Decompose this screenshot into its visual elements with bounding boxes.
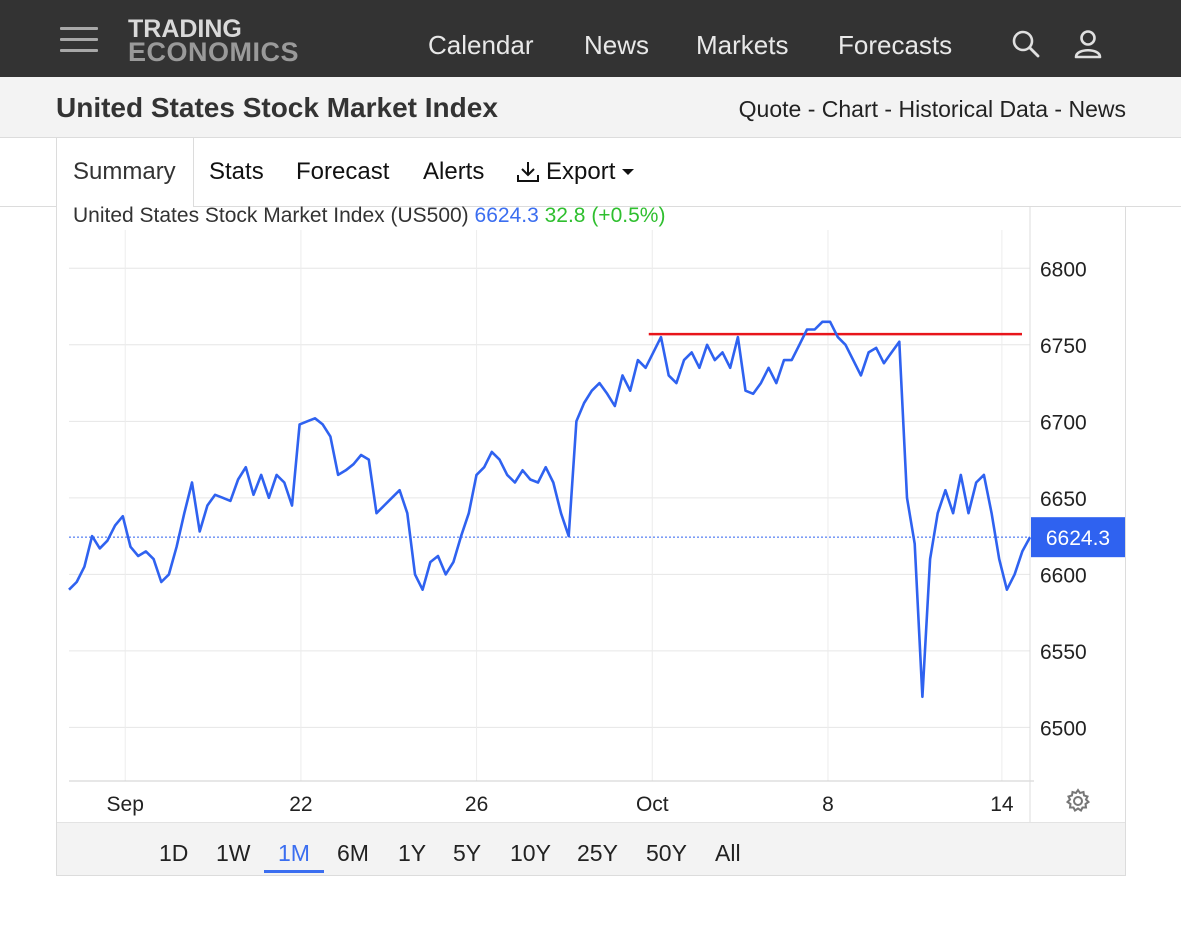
- x-tick-label: Oct: [636, 793, 669, 816]
- range-button-1y[interactable]: 1Y: [398, 840, 427, 866]
- y-tick-label: 6600: [1040, 564, 1087, 587]
- logo-line2: ECONOMICS: [128, 37, 300, 67]
- menu-icon[interactable]: [60, 27, 98, 55]
- page-title: United States Stock Market Index: [56, 92, 498, 123]
- x-tick-label: 8: [822, 793, 834, 816]
- nav-link-markets[interactable]: Markets: [696, 30, 789, 60]
- chart-panel: [56, 207, 1126, 876]
- link-separator: -: [1048, 96, 1069, 122]
- top-nav: TRADING ECONOMICS Calendar News Markets …: [0, 0, 1181, 77]
- tabs-bar: Summary Stats Forecast Alerts Export: [0, 138, 1181, 208]
- link-chart[interactable]: Chart: [821, 96, 879, 122]
- caret-down-icon: [622, 169, 635, 175]
- range-button-1m[interactable]: 1M: [278, 840, 310, 866]
- search-icon[interactable]: [1010, 28, 1042, 60]
- link-quote[interactable]: Quote: [738, 96, 802, 122]
- tab-forecast[interactable]: Forecast: [296, 158, 390, 185]
- tab-alerts[interactable]: Alerts: [423, 158, 485, 185]
- x-tick-label: 22: [289, 793, 312, 816]
- range-button-5y[interactable]: 5Y: [453, 840, 482, 866]
- range-bar: [57, 822, 1125, 875]
- x-tick-label: 14: [990, 793, 1014, 816]
- tab-stats[interactable]: Stats: [209, 158, 264, 185]
- tab-summary[interactable]: Summary: [56, 138, 194, 208]
- logo[interactable]: TRADING ECONOMICS: [128, 15, 300, 67]
- x-tick-label: Sep: [107, 793, 144, 816]
- y-tick-label: 6800: [1040, 258, 1087, 281]
- tab-export-label: Export: [546, 158, 616, 185]
- quick-links: Quote - Chart - Historical Data - News: [739, 96, 1126, 123]
- last-price-tag: [1031, 517, 1125, 558]
- y-tick-label: 6750: [1040, 335, 1087, 358]
- legend-series-name: United States Stock Market Index (US500): [73, 204, 469, 227]
- last-price-tag-label: 6624.3: [1046, 527, 1110, 550]
- range-button-1w[interactable]: 1W: [216, 840, 251, 866]
- title-bar: United States Stock Market Index Quote -…: [0, 77, 1181, 138]
- range-button-50y[interactable]: 50Y: [646, 840, 687, 866]
- legend-last-price: 6624.3: [474, 204, 539, 227]
- download-icon: [517, 162, 539, 182]
- tab-export[interactable]: Export: [515, 158, 636, 186]
- user-icon[interactable]: [1072, 28, 1104, 60]
- range-button-10y[interactable]: 10Y: [510, 840, 551, 866]
- range-button-all[interactable]: All: [715, 840, 741, 866]
- series-line: [68, 320, 1032, 699]
- link-historical-data[interactable]: Historical Data: [898, 96, 1049, 122]
- logo-line1: TRADING: [128, 15, 242, 43]
- x-tick-label: 26: [465, 793, 488, 816]
- y-tick-label: 6700: [1040, 411, 1087, 434]
- active-range-indicator: [264, 870, 324, 873]
- range-button-1d[interactable]: 1D: [159, 840, 189, 866]
- y-tick-label: 6650: [1040, 488, 1087, 511]
- nav-link-news[interactable]: News: [584, 30, 650, 60]
- link-news[interactable]: News: [1068, 96, 1126, 122]
- tab-summary-label: Summary: [73, 158, 176, 185]
- link-separator: -: [878, 96, 899, 122]
- y-tick-label: 6550: [1040, 641, 1087, 664]
- nav-link-calendar[interactable]: Calendar: [428, 30, 534, 60]
- y-tick-label: 6500: [1040, 717, 1087, 740]
- legend-change: 32.8 (+0.5%): [544, 204, 666, 227]
- chart-legend: United States Stock Market Index (US500)…: [73, 204, 665, 228]
- range-button-6m[interactable]: 6M: [337, 840, 369, 866]
- nav-link-forecasts[interactable]: Forecasts: [838, 30, 953, 60]
- range-button-25y[interactable]: 25Y: [577, 840, 618, 866]
- settings-gear-icon[interactable]: [1064, 787, 1092, 815]
- link-separator: -: [801, 96, 822, 122]
